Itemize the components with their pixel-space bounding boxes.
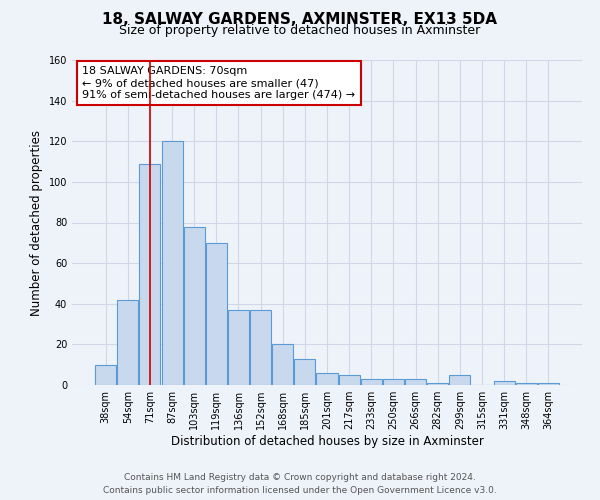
Bar bbox=[139, 164, 160, 385]
Y-axis label: Number of detached properties: Number of detached properties bbox=[30, 130, 43, 316]
Bar bbox=[383, 379, 404, 385]
Text: 18, SALWAY GARDENS, AXMINSTER, EX13 5DA: 18, SALWAY GARDENS, AXMINSTER, EX13 5DA bbox=[103, 12, 497, 28]
Text: Contains HM Land Registry data © Crown copyright and database right 2024.
Contai: Contains HM Land Registry data © Crown c… bbox=[103, 473, 497, 495]
Bar bbox=[427, 383, 448, 385]
Bar bbox=[184, 226, 205, 385]
Text: 18 SALWAY GARDENS: 70sqm
← 9% of detached houses are smaller (47)
91% of semi-de: 18 SALWAY GARDENS: 70sqm ← 9% of detache… bbox=[82, 66, 355, 100]
Bar bbox=[449, 375, 470, 385]
Bar bbox=[338, 375, 359, 385]
Bar bbox=[361, 379, 382, 385]
Bar bbox=[316, 373, 338, 385]
Bar bbox=[118, 300, 139, 385]
Bar bbox=[515, 383, 536, 385]
Bar bbox=[538, 383, 559, 385]
Bar bbox=[228, 310, 249, 385]
Bar bbox=[250, 310, 271, 385]
Bar bbox=[272, 344, 293, 385]
Bar bbox=[494, 381, 515, 385]
Bar bbox=[95, 364, 116, 385]
Bar bbox=[206, 243, 227, 385]
Bar bbox=[295, 358, 316, 385]
Bar bbox=[405, 379, 426, 385]
Bar bbox=[161, 141, 182, 385]
Text: Size of property relative to detached houses in Axminster: Size of property relative to detached ho… bbox=[119, 24, 481, 37]
X-axis label: Distribution of detached houses by size in Axminster: Distribution of detached houses by size … bbox=[170, 435, 484, 448]
